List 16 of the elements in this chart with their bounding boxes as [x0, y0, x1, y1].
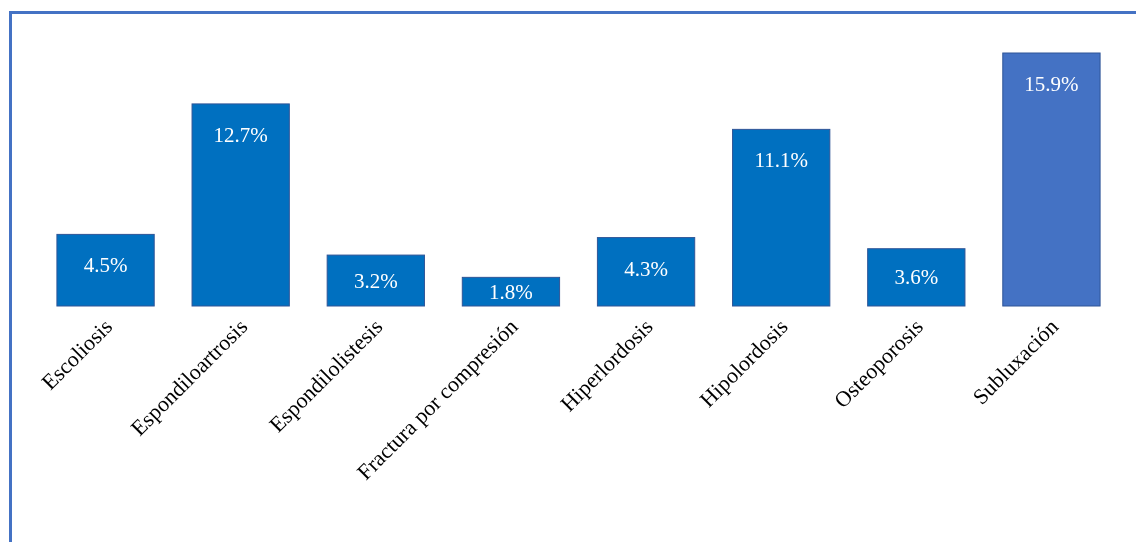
- data-label: 3.2%: [353, 268, 398, 293]
- data-label: 3.6%: [894, 265, 939, 290]
- bar: [191, 103, 290, 307]
- data-label: 11.1%: [754, 148, 808, 173]
- data-label: 4.3%: [624, 256, 668, 281]
- data-label: 15.9%: [1024, 72, 1079, 96]
- data-label: 4.5%: [83, 253, 128, 278]
- data-label: 1.8%: [489, 279, 533, 304]
- bar: [1002, 52, 1101, 307]
- bar: [326, 254, 425, 307]
- bar: [867, 248, 966, 307]
- bar: [56, 233, 155, 307]
- data-label: 12.7%: [213, 122, 268, 147]
- bar: [461, 276, 561, 307]
- bar: [596, 237, 696, 307]
- bar: [732, 128, 831, 307]
